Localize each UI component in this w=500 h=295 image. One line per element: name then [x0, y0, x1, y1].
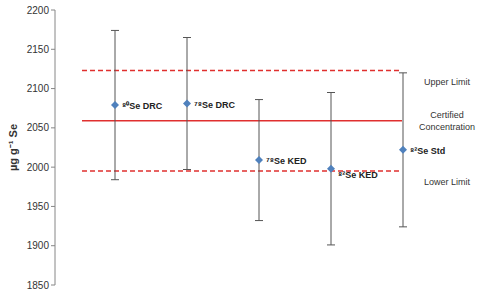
reference-label-line: Certified — [430, 110, 464, 120]
y-tick-label: 2150 — [27, 44, 50, 55]
reference-label-line: Concentration — [419, 122, 475, 132]
y-tick-label: 1850 — [27, 280, 50, 291]
error-cap-bottom — [399, 226, 407, 227]
y-axis-label: µg g⁻¹ Se — [7, 124, 19, 171]
reference-label: Lower Limit — [424, 177, 471, 187]
data-point — [111, 101, 119, 109]
data-point — [255, 156, 263, 164]
y-tick — [51, 206, 55, 207]
reference-line — [82, 70, 402, 72]
y-axis — [55, 10, 56, 285]
error-cap-top — [183, 37, 191, 38]
y-tick-label: 1900 — [27, 240, 50, 251]
y-tick — [51, 245, 55, 246]
y-tick — [51, 167, 55, 168]
chart: 1850 1900 1950 2000 2050 2100 2150 2200 µg g⁻¹ S… — [0, 0, 500, 295]
error-cap-bottom — [183, 169, 191, 170]
y-tick — [51, 88, 55, 89]
point-label: ⁸⁰Se DRC — [122, 101, 163, 111]
y-tick-label: 2100 — [27, 83, 50, 94]
y-tick — [51, 127, 55, 128]
plot-marks — [82, 30, 407, 245]
point-label: ⁸²Se Std — [410, 146, 445, 156]
y-tick-label: 2200 — [27, 5, 50, 16]
y-tick-label: 2050 — [27, 122, 50, 133]
error-cap-bottom — [255, 220, 263, 221]
point-label: ⁷⁸Se DRC — [194, 100, 235, 110]
y-tick — [51, 49, 55, 50]
y-tick — [51, 10, 55, 11]
data-point — [183, 100, 191, 108]
reference-label: Upper Limit — [424, 77, 471, 87]
y-tick — [51, 285, 55, 286]
error-cap-top — [111, 30, 119, 31]
error-cap-bottom — [327, 244, 335, 245]
error-cap-top — [327, 92, 335, 93]
reference-label: Certified Concentration — [419, 110, 475, 132]
y-tick-label: 1950 — [27, 201, 50, 212]
data-point — [399, 146, 407, 154]
data-point — [327, 165, 335, 173]
reference-line — [82, 120, 402, 122]
point-label: ⁷⁸Se KED — [266, 156, 307, 166]
error-cap-bottom — [111, 179, 119, 180]
error-cap-top — [255, 99, 263, 100]
point-label: ⁸²Se KED — [338, 170, 378, 180]
error-cap-top — [399, 72, 407, 73]
y-tick-label: 2000 — [27, 162, 50, 173]
